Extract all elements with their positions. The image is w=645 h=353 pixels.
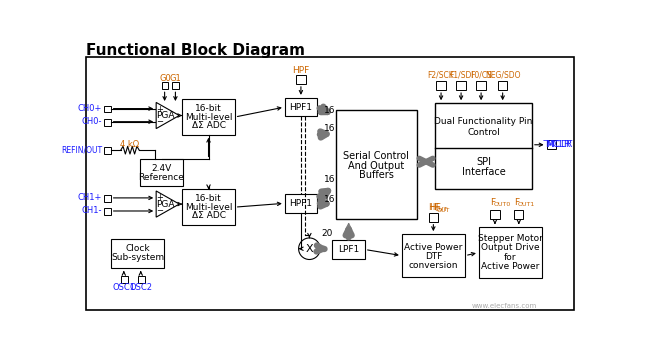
Text: Interface: Interface: [462, 167, 505, 178]
Text: 4 kΩ: 4 kΩ: [121, 140, 139, 149]
Text: G0: G0: [159, 74, 172, 83]
Text: 16: 16: [324, 195, 335, 204]
Bar: [284, 98, 317, 116]
Bar: [437, 81, 446, 90]
Text: 20: 20: [321, 229, 333, 238]
Text: −: −: [155, 117, 163, 126]
Polygon shape: [156, 191, 179, 217]
Text: conversion: conversion: [409, 261, 458, 270]
Text: OUT: OUT: [435, 207, 448, 212]
Text: Functional Block Diagram: Functional Block Diagram: [86, 43, 305, 58]
Bar: [112, 239, 164, 268]
Text: Sub-system: Sub-system: [111, 253, 164, 263]
Text: NEG/SDO: NEG/SDO: [485, 70, 521, 79]
Bar: [479, 227, 542, 278]
Bar: [140, 160, 183, 186]
Circle shape: [299, 238, 320, 259]
Text: ̅M̅C̅L̅R̅: ̅M̅C̅L̅R̅: [548, 140, 573, 149]
Text: X: X: [306, 244, 313, 254]
Text: 16: 16: [324, 124, 335, 133]
Bar: [284, 194, 317, 213]
Text: And Output: And Output: [348, 161, 404, 170]
Text: OUT1: OUT1: [517, 202, 535, 207]
Text: Control: Control: [467, 128, 500, 137]
Text: Multi-level: Multi-level: [184, 203, 232, 212]
Text: SPI: SPI: [476, 157, 491, 167]
Bar: [514, 210, 524, 220]
Bar: [104, 195, 111, 202]
Text: Active Power: Active Power: [481, 262, 540, 271]
Text: HF: HF: [429, 203, 441, 213]
Text: OUT: OUT: [437, 208, 450, 213]
Bar: [477, 81, 486, 90]
Text: F1/SDI: F1/SDI: [449, 70, 473, 79]
Text: Buffers: Buffers: [359, 170, 394, 180]
Text: ΔΣ ADC: ΔΣ ADC: [192, 121, 226, 130]
Text: CH0+: CH0+: [78, 104, 103, 113]
Text: F: F: [490, 198, 495, 207]
Text: OSC1: OSC1: [112, 283, 135, 292]
Text: DTF: DTF: [424, 252, 442, 261]
Text: G1: G1: [170, 74, 181, 83]
Text: Clock: Clock: [125, 244, 150, 253]
Bar: [104, 208, 111, 215]
Text: OSC2: OSC2: [129, 283, 152, 292]
Bar: [402, 234, 465, 277]
Text: HF: HF: [428, 203, 439, 213]
Text: HPF1: HPF1: [290, 199, 312, 208]
Text: 16: 16: [324, 175, 335, 184]
Text: −: −: [155, 206, 163, 215]
Bar: [490, 210, 500, 220]
Bar: [183, 99, 235, 135]
Text: PGA: PGA: [156, 111, 175, 120]
Text: 2.4V: 2.4V: [152, 164, 172, 173]
Text: Output Drive: Output Drive: [481, 244, 540, 252]
Bar: [121, 276, 128, 283]
Polygon shape: [156, 102, 179, 128]
Bar: [429, 213, 438, 222]
Bar: [336, 110, 417, 220]
Text: LPF1: LPF1: [338, 245, 359, 254]
Text: Active Power: Active Power: [404, 243, 462, 252]
Text: Multi-level: Multi-level: [184, 113, 232, 121]
Text: Dual Functionality Pin: Dual Functionality Pin: [434, 117, 533, 126]
Text: for: for: [504, 253, 517, 262]
Text: ΔΣ ADC: ΔΣ ADC: [192, 211, 226, 220]
Bar: [137, 276, 144, 283]
Bar: [104, 147, 111, 154]
Text: +: +: [156, 105, 163, 114]
Bar: [332, 240, 365, 259]
Text: 16-bit: 16-bit: [195, 194, 222, 203]
Text: CH0-: CH0-: [82, 117, 103, 126]
Text: REFIN/OUT: REFIN/OUT: [61, 146, 103, 155]
Text: 16-bit: 16-bit: [195, 104, 222, 113]
Text: PGA: PGA: [156, 199, 175, 209]
Text: MCLR: MCLR: [545, 140, 570, 149]
Bar: [172, 82, 179, 89]
Text: OUT0: OUT0: [493, 202, 511, 207]
Text: HPF: HPF: [292, 66, 310, 74]
Bar: [435, 103, 532, 190]
Text: F: F: [514, 198, 519, 207]
Text: www.elecfans.com: www.elecfans.com: [471, 303, 537, 309]
Text: F2/SCK: F2/SCK: [428, 70, 455, 79]
Text: HPF1: HPF1: [290, 102, 312, 112]
Bar: [546, 140, 556, 149]
Text: Stepper Motor: Stepper Motor: [478, 234, 543, 243]
Bar: [296, 75, 306, 84]
Bar: [183, 190, 235, 225]
Text: CH1+: CH1+: [78, 193, 103, 202]
Bar: [104, 119, 111, 126]
Text: Serial Control: Serial Control: [343, 151, 410, 161]
Text: +: +: [156, 193, 163, 202]
Bar: [161, 82, 168, 89]
Text: Reference: Reference: [139, 173, 184, 183]
Bar: [104, 106, 111, 112]
Text: 16: 16: [324, 106, 335, 115]
Text: F0/CS: F0/CS: [470, 70, 492, 79]
Text: CH1-: CH1-: [82, 207, 103, 215]
Bar: [498, 81, 507, 90]
Bar: [457, 81, 466, 90]
